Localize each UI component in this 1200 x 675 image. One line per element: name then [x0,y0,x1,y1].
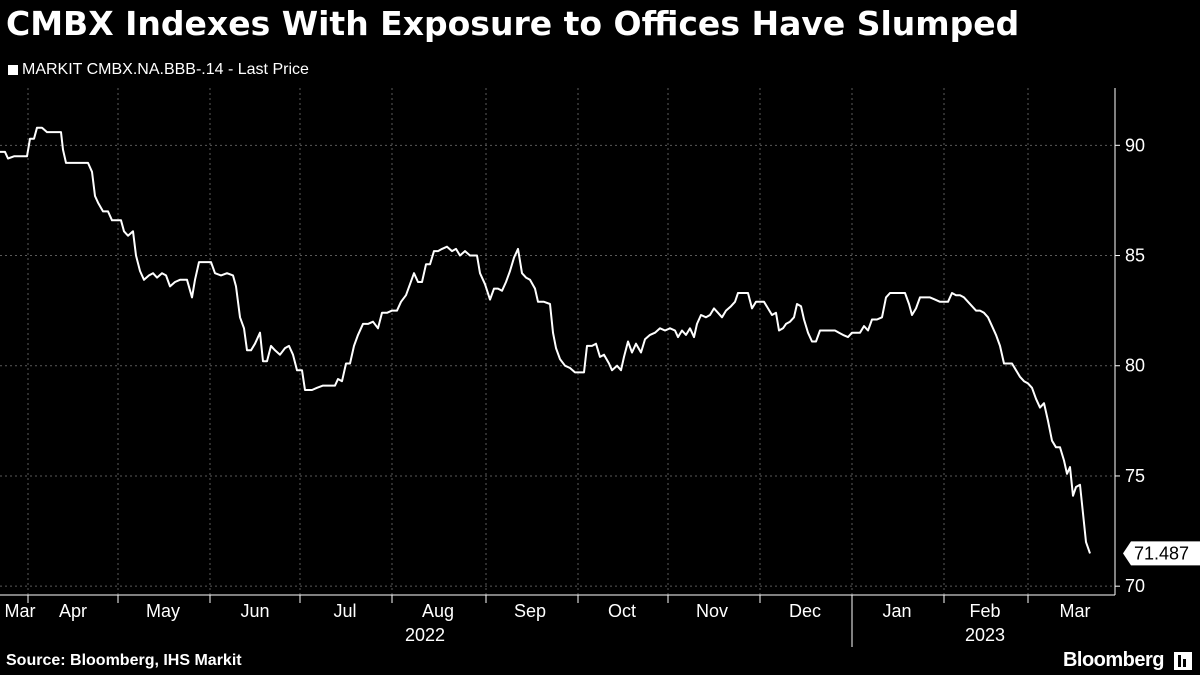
year-label: 2023 [965,625,1005,645]
brand: Bloomberg [1063,649,1192,672]
legend: MARKIT CMBX.NA.BBB-.14 - Last Price [8,61,309,79]
y-tick-label: 80 [1125,356,1145,376]
x-tick-label: Oct [608,601,636,621]
last-value-callout [1123,541,1200,566]
source-note: Source: Bloomberg, IHS Markit [6,652,242,669]
x-tick-label: Mar [1060,601,1091,621]
y-tick-label: 90 [1125,135,1145,155]
brand-name: Bloomberg [1062,649,1165,671]
legend-swatch [8,65,18,75]
x-tick-label: Apr [59,601,87,621]
x-tick-label: Jun [240,601,269,621]
y-tick-label: 85 [1125,246,1145,266]
grid-layer [0,88,1115,595]
legend-label: MARKIT CMBX.NA.BBB-.14 - Last Price [22,61,309,78]
page-title: CMBX Indexes With Exposure to Offices Ha… [6,4,1020,43]
x-tick-label: May [146,601,180,621]
x-tick-label: Jan [882,601,911,621]
bloomberg-logo-icon [1174,651,1192,670]
label-layer: 70 75 80 85 90 Mar Apr May Jun Jul Aug Sep Oct Nov Dec… [5,135,1200,645]
x-tick-label: Dec [789,601,821,621]
axis-layer [0,88,1120,647]
series-line [0,126,1091,554]
x-tick-label: Feb [969,601,1000,621]
y-tick-label: 75 [1125,466,1145,486]
line-layer [0,126,1091,554]
x-tick-label: Mar [5,601,36,621]
y-tick-label: 70 [1125,576,1145,596]
x-tick-label: Jul [333,601,356,621]
x-tick-label: Aug [422,601,454,621]
last-value-label: 71.487 [1134,543,1189,563]
x-tick-label: Nov [696,601,728,621]
year-label: 2022 [405,625,445,645]
x-tick-label: Sep [514,601,546,621]
